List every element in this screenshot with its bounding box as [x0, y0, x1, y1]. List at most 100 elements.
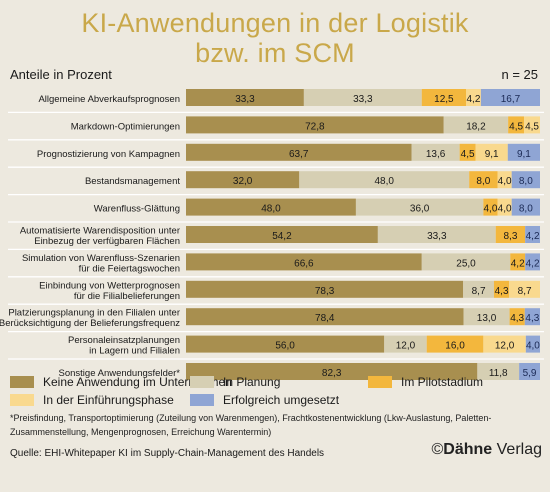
category-label: Allgemeine Abverkaufsprognosen	[38, 94, 180, 105]
publisher-name-rest: Verlag	[492, 441, 542, 458]
bar-segment	[511, 198, 540, 216]
legend-item: In der Einführungsphase	[10, 393, 174, 407]
bar-value-label: 9,1	[517, 149, 531, 160]
bar-segment	[426, 335, 484, 353]
bar-value-label: 8,7	[472, 286, 486, 297]
copyright-symbol: ©	[431, 441, 444, 458]
legend-item: Im Pilotstadium	[368, 375, 483, 389]
bar-value-label: 16,7	[501, 94, 521, 105]
legend-label: Im Pilotstadium	[401, 375, 484, 389]
sample-size-label: n = 25	[501, 67, 538, 82]
bar-segment	[186, 363, 478, 380]
legend-label: In der Einführungsphase	[43, 393, 174, 407]
bar-value-label: 33,3	[427, 231, 447, 242]
bar-value-label: 18,2	[466, 121, 486, 132]
legend-swatch	[10, 394, 34, 406]
bar-value-label: 33,3	[235, 94, 255, 105]
category-label: Bestandsmanagement	[85, 176, 180, 187]
bar-value-label: 72,8	[305, 121, 325, 132]
bar-segment	[525, 253, 540, 271]
bar-segment	[299, 171, 470, 189]
bar-segment	[525, 335, 540, 353]
bar-value-label: 16,0	[445, 341, 465, 352]
bar-segment	[519, 363, 540, 380]
bar-segment	[463, 280, 494, 298]
legend-label: Erfolgreich umgesetzt	[223, 393, 340, 407]
publisher-name-bold: Dähne	[443, 441, 493, 458]
bar-value-label: 36,0	[410, 204, 430, 215]
bar-value-label: 4,5	[525, 121, 539, 132]
bar-segment	[508, 116, 525, 134]
bar-segment	[524, 116, 540, 134]
bar-segment	[483, 335, 526, 353]
source-note: Quelle: EHI-Whitepaper KI im Supply-Chai…	[10, 448, 325, 459]
bar-value-label: 4,0	[526, 341, 540, 352]
bar-segment	[186, 253, 422, 271]
chart-subtitle: Anteile in Prozent	[10, 67, 112, 82]
bar-value-label: 32,0	[233, 176, 253, 187]
footnote: *Preisfindung, Transportoptimierung (Zut…	[10, 413, 492, 437]
bar-segment	[480, 89, 540, 106]
bar-segment	[384, 335, 427, 353]
bar-value-label: 4,0	[498, 204, 512, 215]
bar-value-label: 12,0	[396, 341, 416, 352]
bar-segment	[355, 198, 484, 216]
legend-swatch	[190, 394, 214, 406]
category-label: Simulation von Warenfluss-Szenarien für d…	[22, 253, 180, 275]
bar-value-label: 9,1	[485, 149, 499, 160]
bar-value-label: 4,0	[483, 204, 497, 215]
category-label: Warenfluss-Glättung	[94, 204, 180, 215]
publisher-logo: ©Dähne Verlag	[431, 441, 542, 459]
bar-segment	[186, 308, 464, 326]
bar-value-label: 11,8	[489, 368, 508, 379]
bar-value-label: 13,6	[426, 149, 446, 160]
category-label: Automatisierte Warendisposition unter Ein…	[20, 226, 180, 248]
legend-item: In Planung	[190, 375, 280, 389]
bar-segment	[477, 363, 520, 380]
bar-segment	[186, 335, 385, 353]
bar-segment	[525, 226, 540, 243]
bar-value-label: 25,0	[456, 258, 476, 269]
bar-value-label: 54,2	[272, 231, 292, 242]
bar-segment	[421, 253, 511, 271]
legend-swatch	[190, 376, 214, 388]
bar-value-label: 4,0	[498, 176, 512, 187]
bar-segment	[466, 89, 481, 106]
legend-item: Erfolgreich umgesetzt	[190, 393, 339, 407]
bar-segment	[411, 143, 460, 161]
bar-value-label: 13,0	[477, 313, 497, 324]
bar-segment	[511, 171, 540, 189]
bar-segment	[510, 253, 526, 271]
bar-value-label: 12,5	[434, 94, 454, 105]
bar-value-label: 8,0	[476, 176, 490, 187]
category-label: Sonstige Anwendungsfelder*	[59, 368, 181, 379]
bar-segment	[186, 171, 300, 189]
stacked-bar-chart: Allgemeine Abverkaufsprognosen 33,3 33,3 12…	[0, 89, 544, 380]
bar-value-label: 82,3	[322, 368, 342, 379]
category-label: Prognostizierung von Kampagnen	[37, 149, 180, 160]
bar-value-label: 48,0	[261, 204, 281, 215]
bar-value-label: 78,4	[315, 313, 335, 324]
bar-value-label: 4,3	[525, 313, 539, 324]
bar-segment	[421, 89, 467, 106]
bar-segment	[507, 143, 540, 161]
bar-value-label: 4,2	[466, 94, 480, 105]
bar-segment	[186, 280, 464, 298]
bar-segment	[303, 89, 422, 106]
bar-segment	[377, 226, 496, 243]
legend-label: Keine Anwendung im Unternehmen	[43, 375, 232, 389]
bar-segment	[509, 280, 540, 298]
bar-value-label: 8,0	[519, 176, 533, 187]
bar-value-label: 8,3	[503, 231, 517, 242]
legend-item: Keine Anwendung im Unternehmen	[10, 375, 232, 389]
legend-swatch	[10, 376, 34, 388]
bar-segment	[475, 143, 508, 161]
bar-segment	[509, 308, 525, 326]
bar-segment	[186, 89, 304, 106]
bar-value-label: 4,5	[509, 121, 523, 132]
bar-value-label: 4,2	[526, 231, 540, 242]
bar-segment	[443, 116, 509, 134]
chart-title-line-2: bzw. im SCM	[195, 38, 355, 68]
bar-segment	[497, 171, 512, 189]
bar-value-label: 63,7	[289, 149, 309, 160]
